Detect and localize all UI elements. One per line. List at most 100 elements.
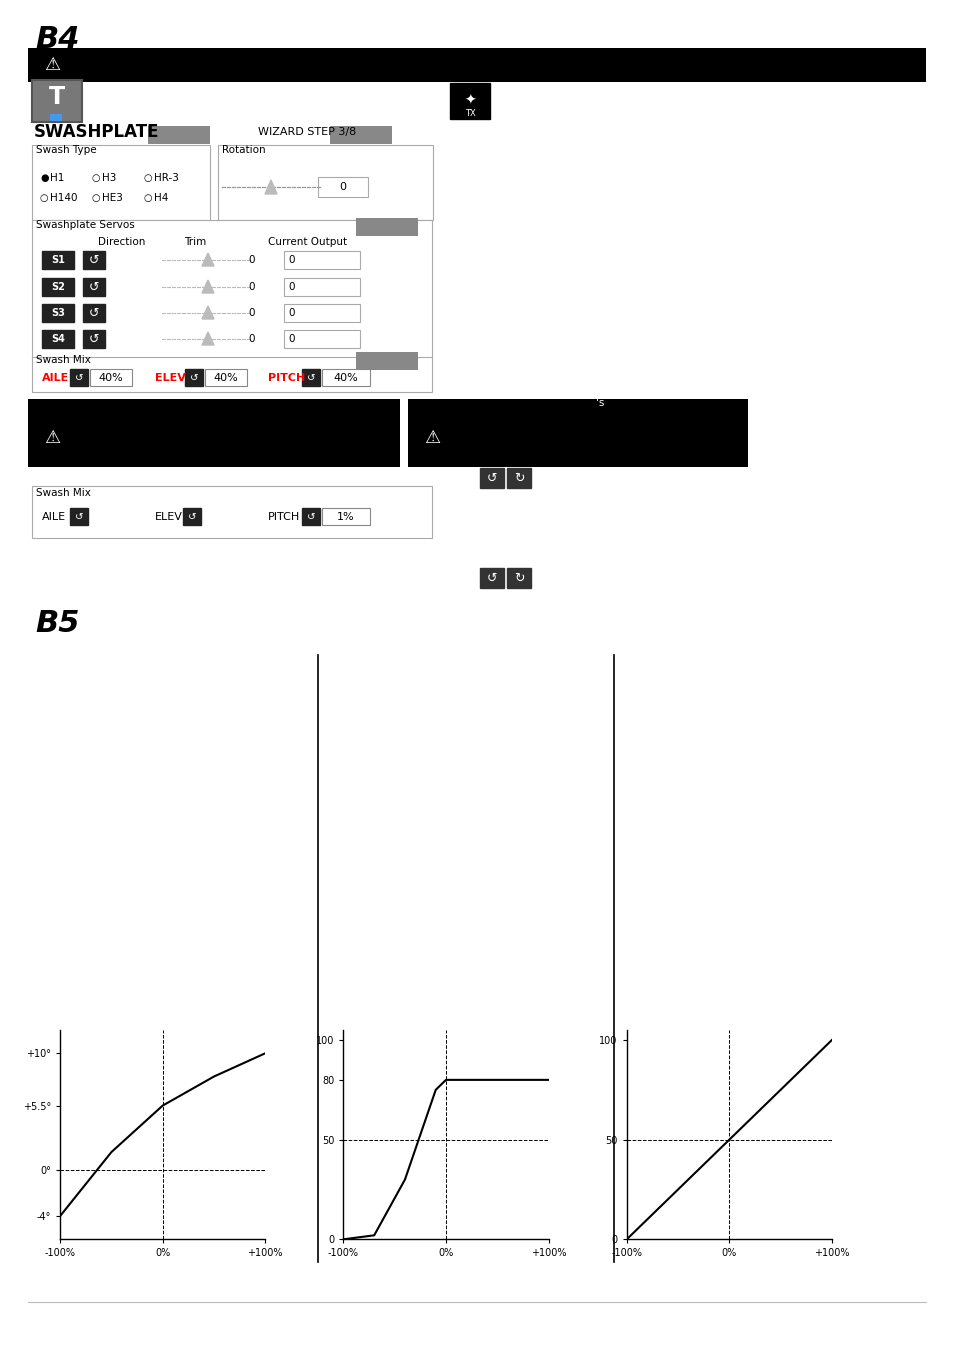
Bar — [42, 251, 74, 269]
Bar — [70, 369, 88, 386]
Text: AILE: AILE — [42, 512, 66, 522]
Bar — [218, 144, 433, 220]
Bar — [330, 126, 392, 144]
Bar — [42, 304, 74, 323]
Text: ↺: ↺ — [74, 512, 83, 522]
Text: 1%: 1% — [336, 512, 355, 522]
Text: SWASHPLATE: SWASHPLATE — [34, 123, 159, 140]
Text: H3: H3 — [102, 173, 116, 184]
Text: HR-3: HR-3 — [153, 173, 178, 184]
Text: HE3: HE3 — [102, 193, 123, 202]
Bar — [479, 568, 503, 589]
Text: 40%: 40% — [213, 373, 238, 383]
Text: 0: 0 — [248, 333, 254, 344]
Bar — [355, 217, 417, 236]
Text: S3: S3 — [51, 308, 65, 319]
Text: S1: S1 — [51, 255, 65, 265]
Text: ↺: ↺ — [74, 373, 83, 383]
Bar — [32, 220, 432, 360]
Text: Trim: Trim — [184, 238, 206, 247]
Text: ⚠: ⚠ — [423, 429, 439, 447]
Text: ↺: ↺ — [89, 306, 99, 320]
Text: 0: 0 — [288, 333, 294, 344]
Text: 0: 0 — [248, 255, 254, 265]
Bar — [70, 508, 88, 525]
Text: ↺: ↺ — [89, 332, 99, 346]
Text: TX: TX — [464, 108, 475, 117]
Text: 0: 0 — [339, 182, 346, 192]
Text: AILE: AILE — [42, 373, 70, 383]
Text: Rotation: Rotation — [222, 144, 265, 155]
Bar — [148, 126, 210, 144]
Text: ⚠: ⚠ — [44, 55, 60, 74]
Bar — [185, 369, 203, 386]
Polygon shape — [202, 332, 213, 346]
Bar — [355, 352, 417, 370]
Text: ↺: ↺ — [89, 254, 99, 266]
Text: ↻: ↻ — [514, 471, 524, 485]
Text: H4: H4 — [153, 193, 168, 202]
Text: H140: H140 — [50, 193, 77, 202]
Text: 40%: 40% — [334, 373, 358, 383]
Text: Swash Type: Swash Type — [36, 144, 96, 155]
Bar — [183, 508, 201, 525]
Text: ↺: ↺ — [486, 471, 497, 485]
Bar — [28, 49, 925, 82]
Bar — [506, 468, 531, 487]
Bar — [506, 568, 531, 589]
Bar — [284, 329, 359, 348]
Text: ○: ○ — [40, 193, 49, 202]
Text: ✦: ✦ — [464, 95, 476, 108]
Bar — [42, 329, 74, 348]
Bar — [317, 177, 368, 197]
Text: ↻: ↻ — [514, 571, 524, 585]
Text: Swash Mix: Swash Mix — [36, 487, 91, 498]
Bar — [284, 278, 359, 296]
Text: B5: B5 — [35, 609, 79, 639]
Text: 0: 0 — [288, 282, 294, 292]
Polygon shape — [202, 252, 213, 266]
Bar — [302, 369, 319, 386]
Bar — [50, 113, 62, 122]
Text: ●: ● — [40, 173, 49, 184]
Bar — [83, 251, 105, 269]
Text: 40%: 40% — [98, 373, 123, 383]
Text: ↺: ↺ — [306, 512, 315, 522]
Bar — [32, 80, 82, 122]
Bar — [322, 369, 370, 386]
Text: T: T — [49, 85, 65, 109]
Text: ↺: ↺ — [188, 512, 196, 522]
Polygon shape — [202, 279, 213, 293]
Bar — [83, 304, 105, 323]
Bar — [42, 278, 74, 296]
Bar — [450, 82, 490, 119]
Bar — [284, 304, 359, 323]
Bar — [284, 251, 359, 269]
Bar — [479, 468, 503, 487]
Text: 's: 's — [596, 398, 603, 408]
Text: ○: ○ — [144, 193, 152, 202]
Bar — [32, 144, 210, 220]
Text: ⚠: ⚠ — [44, 429, 60, 447]
Text: S4: S4 — [51, 333, 65, 344]
Text: Direction: Direction — [98, 238, 146, 247]
Bar — [322, 508, 370, 525]
Text: H1: H1 — [50, 173, 64, 184]
Text: 0: 0 — [288, 308, 294, 319]
Text: ○: ○ — [91, 173, 100, 184]
Text: ↺: ↺ — [89, 281, 99, 293]
Text: 0: 0 — [248, 308, 254, 319]
Text: 0: 0 — [288, 255, 294, 265]
Text: B4: B4 — [35, 26, 79, 54]
Polygon shape — [265, 180, 276, 194]
Text: ELEV: ELEV — [154, 512, 183, 522]
Bar — [32, 486, 432, 539]
Text: S2: S2 — [51, 282, 65, 292]
Bar — [408, 400, 747, 467]
Text: ELEV: ELEV — [154, 373, 186, 383]
Text: PITCH: PITCH — [268, 512, 300, 522]
Text: 0: 0 — [248, 282, 254, 292]
Bar — [90, 369, 132, 386]
Text: Current Output: Current Output — [268, 238, 347, 247]
Bar — [302, 508, 319, 525]
